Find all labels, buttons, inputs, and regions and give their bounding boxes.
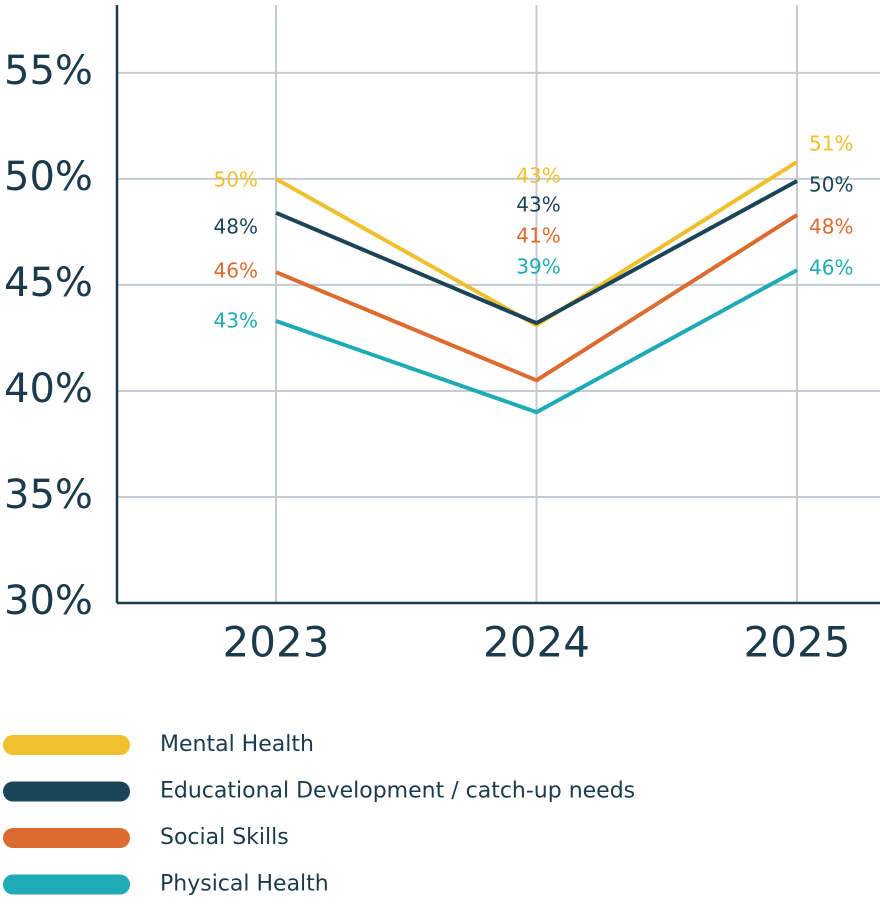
legend-label: Mental Health [160, 732, 314, 757]
legend-swatch [3, 874, 130, 895]
legend-label: Educational Development / catch-up needs [160, 779, 635, 804]
data-label: 43% [214, 309, 258, 333]
y-tick-label: 30% [4, 578, 93, 624]
data-label: 48% [809, 215, 853, 239]
y-tick-label: 45% [4, 260, 93, 306]
series-line [275, 179, 798, 326]
legend-swatch [3, 828, 130, 848]
series-line [275, 268, 798, 415]
data-label: 50% [214, 168, 258, 192]
y-tick-label: 40% [4, 366, 93, 412]
x-tick-label: 2024 [483, 618, 590, 667]
data-label: 43% [516, 193, 560, 217]
data-label: 46% [214, 259, 258, 283]
data-label: 46% [809, 256, 853, 280]
legend-swatch [3, 781, 130, 802]
data-label: 39% [516, 255, 560, 279]
data-label: 43% [516, 164, 560, 188]
y-tick-label: 50% [4, 154, 93, 200]
x-tick-label: 2025 [744, 618, 851, 667]
legend-swatch [3, 735, 130, 755]
legend-label: Social Skills [160, 825, 289, 850]
y-tick-label: 35% [4, 472, 93, 518]
y-tick-label: 55% [4, 48, 93, 94]
legend-label: Physical Health [160, 872, 329, 897]
data-label: 51% [809, 132, 853, 156]
x-tick-label: 2023 [223, 618, 330, 667]
series-line [275, 213, 799, 383]
data-label: 48% [214, 215, 258, 239]
data-label: 50% [809, 173, 853, 197]
data-label: 41% [516, 224, 560, 248]
